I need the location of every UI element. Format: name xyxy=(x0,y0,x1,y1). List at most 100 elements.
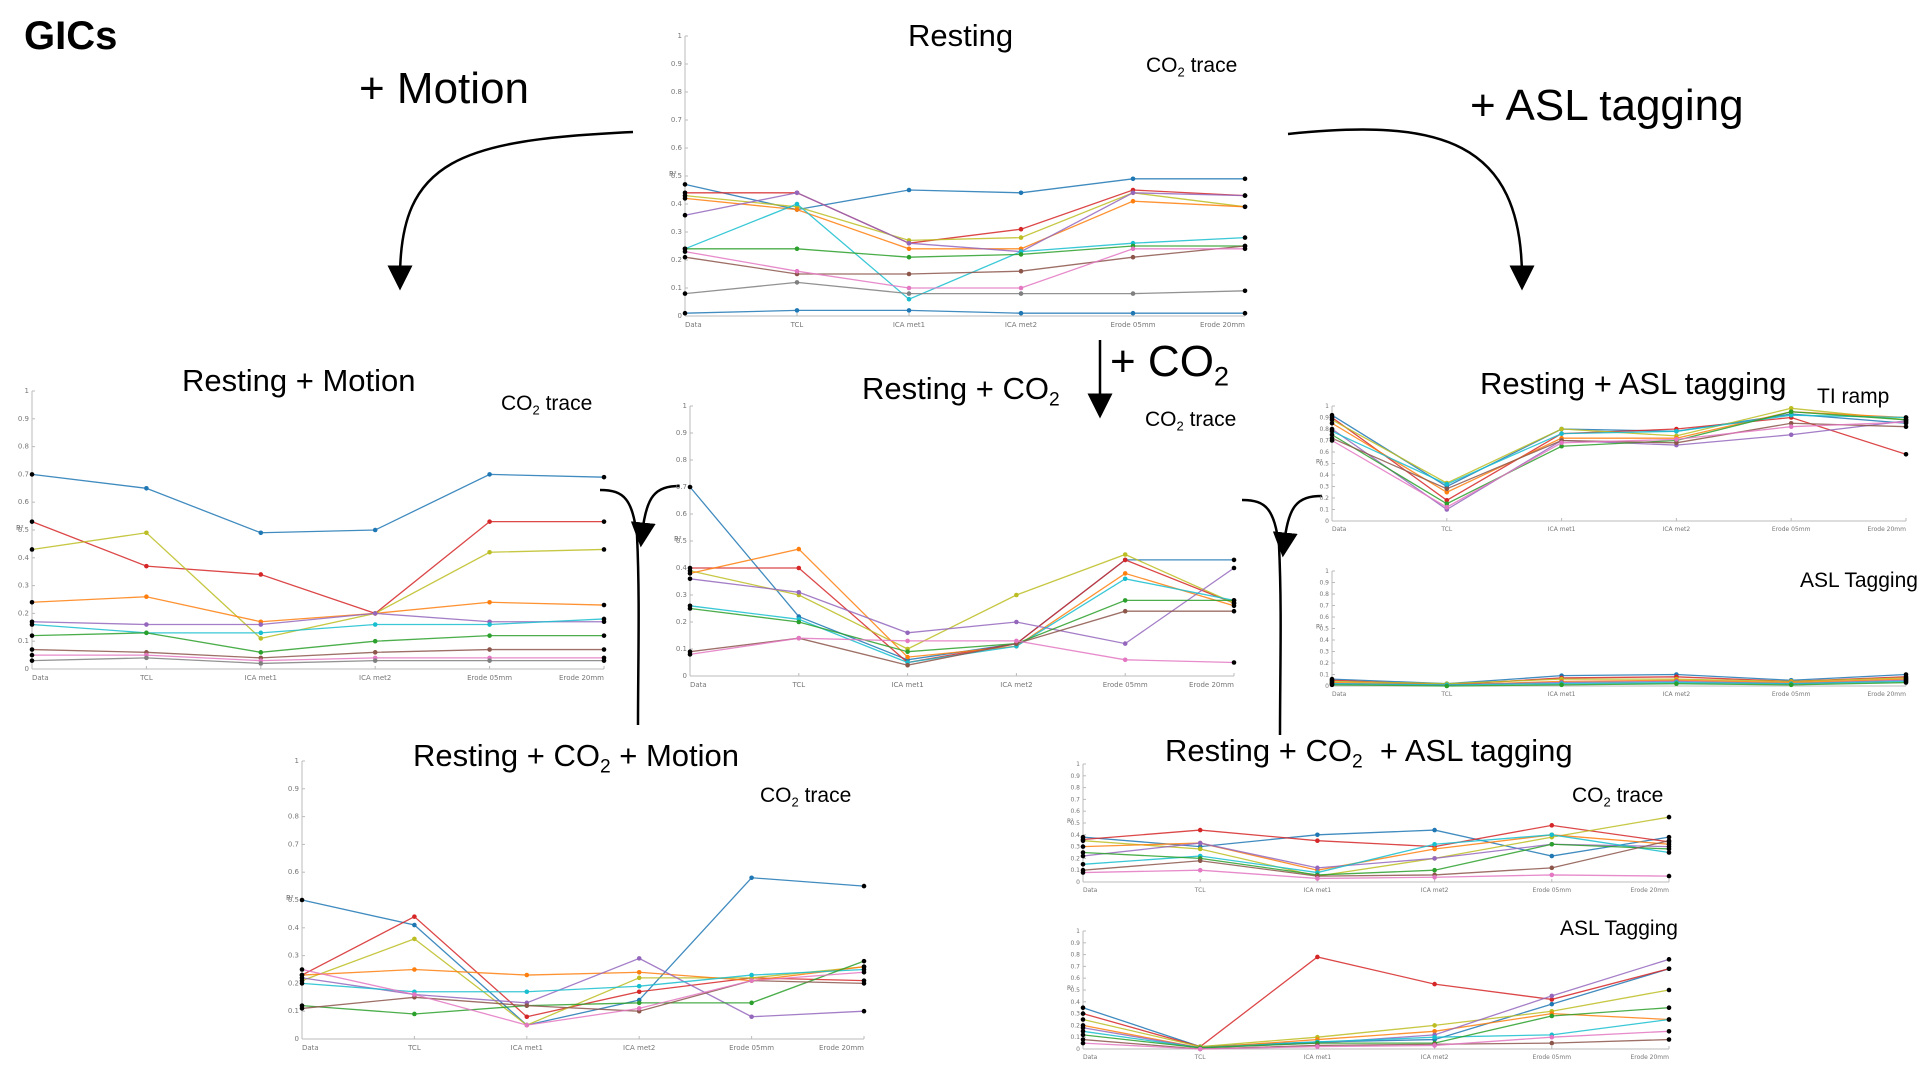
data-point xyxy=(1080,853,1086,859)
data-point xyxy=(1315,865,1320,871)
data-point xyxy=(1788,409,1794,415)
y-tick-label: 0.7 xyxy=(1319,603,1329,610)
y-tick-label: 0.8 xyxy=(1070,785,1080,792)
data-point xyxy=(749,875,754,881)
y-tick-label: 0.3 xyxy=(676,591,687,599)
data-point xyxy=(1903,680,1909,685)
series-line xyxy=(689,567,1235,645)
data-point xyxy=(1080,1017,1086,1022)
data-point xyxy=(29,652,35,658)
data-point xyxy=(682,291,688,296)
data-point xyxy=(682,310,688,316)
data-point xyxy=(1549,993,1555,999)
data-point xyxy=(1231,557,1237,563)
y-tick-label: 0.9 xyxy=(671,60,682,68)
series-line xyxy=(1082,824,1670,848)
panel-title-resting-motion: Resting + Motion xyxy=(182,363,416,398)
y-tick-label: 0.5 xyxy=(1070,820,1080,827)
y-tick-label: 0.3 xyxy=(1070,844,1080,851)
y-tick-label: 0.7 xyxy=(1070,963,1080,970)
x-tick-label: ICA met1 xyxy=(511,1044,543,1052)
y-tick-label: 0.8 xyxy=(1319,426,1329,433)
y-tick-label: 0.8 xyxy=(676,456,687,464)
data-point xyxy=(1080,850,1086,855)
data-point xyxy=(1130,190,1136,196)
data-point xyxy=(487,622,492,627)
series-line xyxy=(1331,411,1907,505)
step-motion: + Motion xyxy=(359,64,529,113)
data-point xyxy=(861,883,867,889)
data-point xyxy=(906,296,912,302)
y-axis-label: R² xyxy=(669,170,677,178)
data-point xyxy=(1122,571,1128,576)
data-point xyxy=(1080,1040,1086,1046)
data-point xyxy=(1130,291,1136,296)
x-tick-label: Data xyxy=(1083,887,1098,894)
data-point xyxy=(1231,598,1237,603)
data-point xyxy=(1018,190,1024,196)
data-point xyxy=(1080,1029,1086,1034)
y-tick-label: 0.6 xyxy=(18,498,30,506)
series-line xyxy=(1082,958,1670,1049)
data-point xyxy=(144,655,149,661)
y-tick-label: 0.1 xyxy=(18,637,29,645)
data-point xyxy=(601,647,607,652)
data-point xyxy=(1080,1005,1086,1010)
y-tick-label: 0.7 xyxy=(288,840,299,848)
series-line xyxy=(689,578,1235,664)
data-point xyxy=(1788,682,1794,688)
data-point xyxy=(1666,873,1672,879)
y-tick-label: 0.1 xyxy=(1319,672,1329,679)
y-tick-label: 0.7 xyxy=(1319,438,1329,445)
y-tick-label: 1 xyxy=(683,402,687,410)
x-tick-label: Data xyxy=(302,1044,319,1052)
data-point xyxy=(905,662,910,668)
y-tick-label: 0.7 xyxy=(676,483,687,491)
series-line xyxy=(684,245,1246,275)
data-point xyxy=(258,636,264,641)
co2-trace-label: CO2 trace xyxy=(760,784,852,810)
data-point xyxy=(1666,834,1672,840)
data-point xyxy=(1559,682,1564,688)
data-point xyxy=(1197,1046,1203,1052)
data-point xyxy=(299,897,305,903)
x-tick-label: Data xyxy=(690,681,707,689)
series-line xyxy=(301,979,865,1012)
series-line xyxy=(31,648,604,659)
data-point xyxy=(258,650,264,655)
series-line xyxy=(684,203,1246,300)
y-tick-label: 0.7 xyxy=(1070,796,1080,803)
y-tick-label: 0.7 xyxy=(18,470,29,478)
data-point xyxy=(29,633,35,638)
series-line xyxy=(684,192,1246,253)
data-point xyxy=(1444,683,1450,689)
data-point xyxy=(636,983,642,989)
x-tick-label: ICA met1 xyxy=(245,674,277,682)
data-point xyxy=(796,619,802,625)
series-line xyxy=(684,248,1245,289)
data-point xyxy=(1197,867,1203,873)
x-tick-label: TCL xyxy=(1194,887,1207,894)
data-point xyxy=(1242,288,1248,294)
data-point xyxy=(258,630,264,636)
data-point xyxy=(299,1006,305,1011)
x-tick-label: Erode 05mm xyxy=(1772,526,1811,533)
data-point xyxy=(1666,1017,1672,1022)
data-point xyxy=(601,547,607,552)
data-point xyxy=(1432,874,1437,880)
data-point xyxy=(687,606,693,611)
data-point xyxy=(1444,486,1450,492)
data-point xyxy=(794,207,800,212)
series-line xyxy=(301,938,865,1026)
series-line xyxy=(689,610,1234,666)
data-point xyxy=(1788,420,1794,426)
data-point xyxy=(1018,235,1024,240)
data-point xyxy=(1432,1043,1437,1048)
y-tick-label: 0.9 xyxy=(288,785,299,793)
series-line xyxy=(31,521,604,615)
y-axis-label: R² xyxy=(1067,985,1074,992)
y-tick-label: 0.4 xyxy=(18,554,30,562)
data-point xyxy=(905,630,910,636)
series-line xyxy=(685,189,1246,244)
series-line xyxy=(689,599,1234,653)
